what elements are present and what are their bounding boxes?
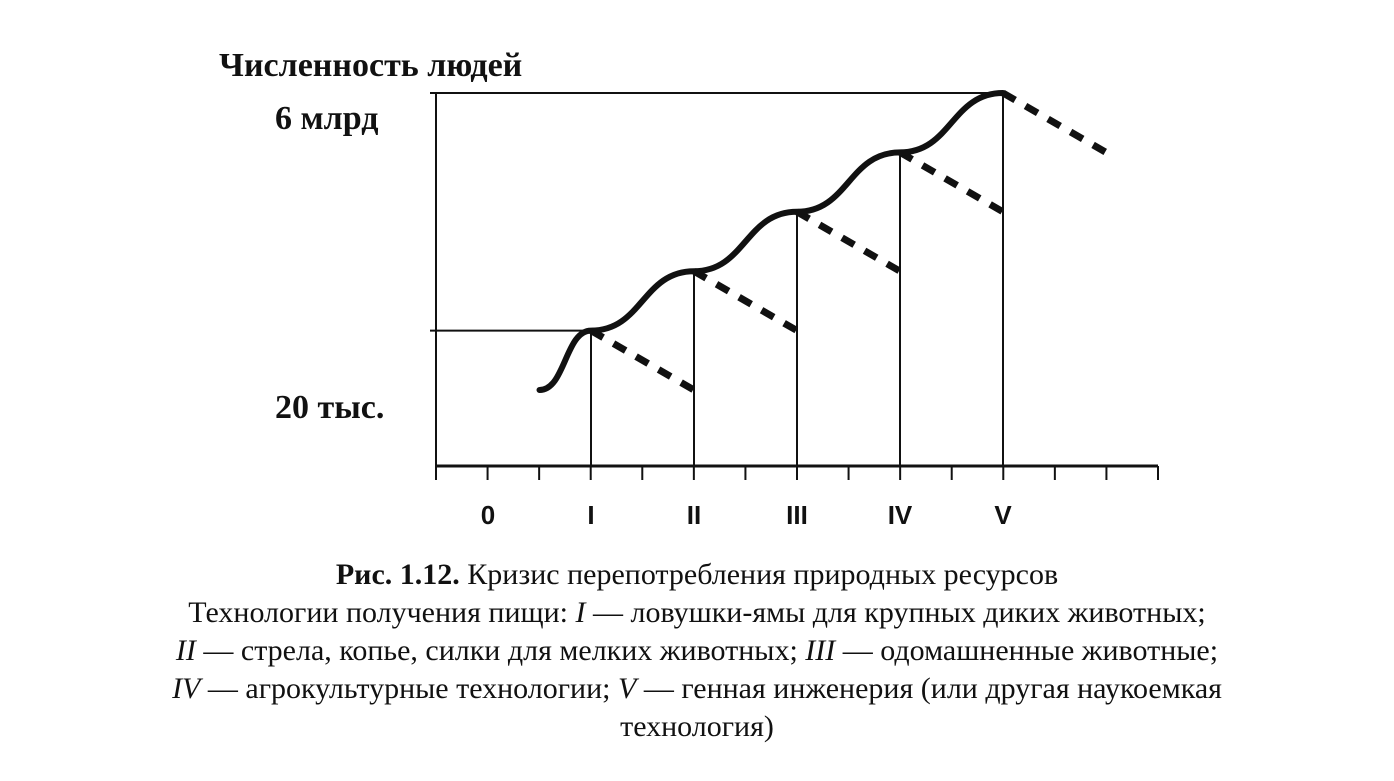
caption-text: технология) — [620, 710, 774, 743]
decline-dashed-line — [589, 327, 696, 394]
decline-lines — [589, 89, 1108, 394]
caption-title-line: Рис. 1.12. Кризис перепотребления природ… — [0, 556, 1394, 594]
caption-text: — стрела, копье, силки для мелких животн… — [195, 634, 806, 667]
caption-title: Кризис перепотребления природных ресурсо… — [459, 558, 1059, 591]
y-tick-label-bottom: 20 тыс. — [275, 389, 384, 426]
x-tick-label: I — [587, 500, 594, 530]
x-tick-label: II — [687, 500, 701, 530]
caption-line-3: II — стрела, копье, силки для мелких жив… — [0, 632, 1394, 670]
chart-labels: Численность людей 6 млрд 20 тыс. — [219, 47, 522, 426]
caption-text: — ловушки-ямы для крупных диких животных… — [585, 596, 1206, 629]
caption-text: Технологии получения пищи: — [188, 596, 576, 629]
x-tick-label: III — [786, 500, 808, 530]
decline-dashed-line — [692, 268, 799, 334]
caption-mark-iii: III — [805, 634, 836, 667]
figure-caption: Рис. 1.12. Кризис перепотребления природ… — [0, 556, 1394, 746]
growth-curve — [536, 90, 1006, 393]
caption-mark-i: I — [575, 596, 586, 629]
caption-line-4: IV — агрокультурные технологии; V — генн… — [0, 670, 1394, 708]
x-tick-label: V — [994, 500, 1012, 530]
decline-dashed-line — [1001, 89, 1108, 156]
caption-mark-v: V — [618, 672, 637, 705]
decline-dashed-line — [795, 208, 902, 275]
x-tick-label: 0 — [481, 500, 495, 530]
caption-text: — генная инженерия (или другая наукоемка… — [636, 672, 1222, 705]
caption-text: — агрокультурные технологии; — [200, 672, 619, 705]
caption-mark-iv: IV — [172, 672, 201, 705]
y-axis-title: Численность людей — [219, 47, 522, 84]
caption-text: — одомашненные животные; — [835, 634, 1219, 667]
caption-mark-ii: II — [175, 634, 196, 667]
caption-line-5: технология) — [0, 708, 1394, 746]
decline-dashed-line — [898, 149, 1005, 215]
x-tick-label: IV — [888, 500, 913, 530]
chart-guide-lines — [430, 92, 1004, 466]
caption-line-2: Технологии получения пищи: I — ловушки-я… — [0, 594, 1394, 632]
x-tick-labels: 0 I II III IV V — [481, 500, 1013, 530]
y-tick-label-top: 6 млрд — [275, 100, 378, 137]
caption-figure-number: Рис. 1.12. — [335, 558, 460, 591]
